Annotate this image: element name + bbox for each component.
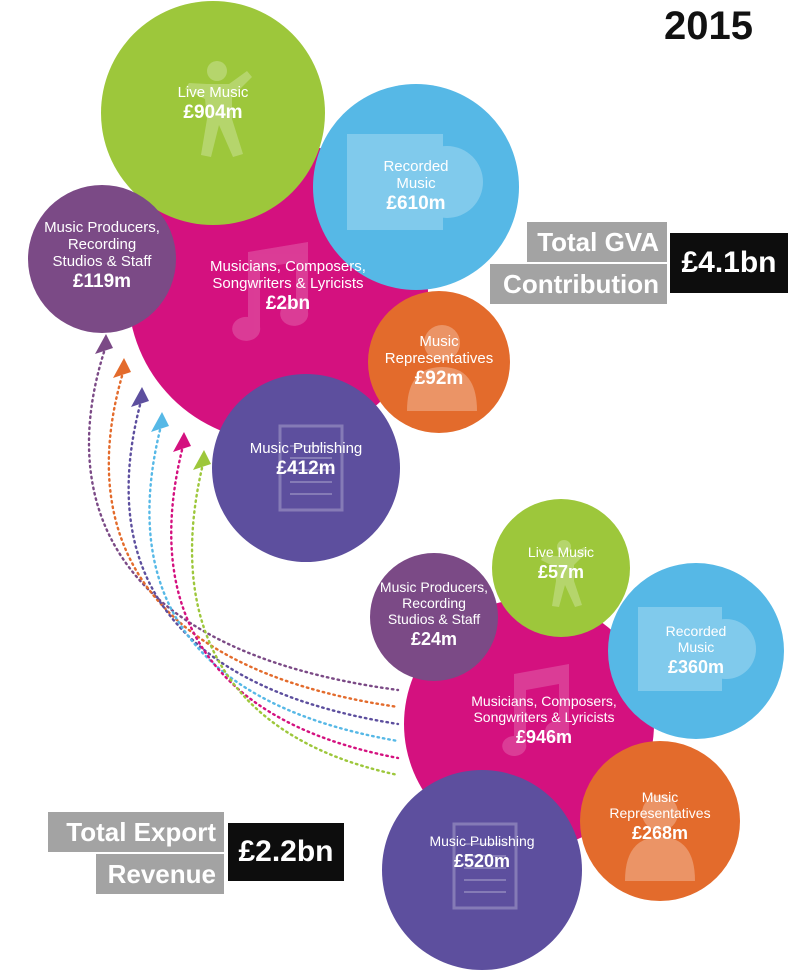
sheet-music-icon bbox=[278, 424, 344, 512]
connector-arrowhead bbox=[113, 358, 131, 378]
gva-live-music-label: Live Music bbox=[177, 83, 249, 101]
gva-producers-label: Music Producers, Recording Studios & Sta… bbox=[44, 218, 160, 270]
export-label-line1: Total Export bbox=[48, 812, 224, 852]
gva-label-line2: Contribution bbox=[490, 264, 667, 304]
connector-arcs bbox=[87, 334, 400, 777]
dancer-icon bbox=[185, 61, 252, 157]
gva-label-line1: Total GVA bbox=[527, 222, 667, 262]
year-title: 2015 bbox=[664, 4, 753, 48]
export-producers-circle: Music Producers, Recording Studios & Sta… bbox=[370, 553, 498, 681]
export-publishing-label: Music Publishing bbox=[429, 833, 535, 849]
gva-representatives-value: £92m bbox=[414, 368, 464, 389]
record-icon bbox=[638, 607, 756, 691]
gva-live-music-value: £904m bbox=[183, 101, 243, 123]
export-label-line2: Revenue bbox=[96, 854, 224, 894]
gva-representatives-label: Music Representatives bbox=[384, 333, 494, 367]
gva-musicians-value: £2bn bbox=[265, 293, 311, 314]
gva-live-music-circle: Live Music £904m bbox=[101, 1, 325, 225]
record-icon bbox=[347, 134, 483, 230]
gva-producers-value: £119m bbox=[72, 270, 132, 292]
export-recorded-music-label: Recorded Music bbox=[665, 623, 727, 655]
export-publishing-circle: Music Publishing £520m bbox=[382, 770, 582, 970]
gva-publishing-value: £412m bbox=[276, 457, 336, 479]
export-total: £2.2bn bbox=[228, 823, 344, 881]
gva-recorded-music-value: £610m bbox=[386, 193, 446, 214]
connector-arrowhead bbox=[95, 334, 113, 354]
connector-arc bbox=[127, 403, 400, 726]
export-musicians-label: Musicians, Composers, Songwriters & Lyri… bbox=[471, 693, 617, 725]
export-live-music-label: Live Music bbox=[527, 544, 595, 560]
connector-arrowhead bbox=[193, 450, 211, 470]
connector-arrowhead bbox=[151, 412, 169, 432]
gva-producers-circle: Music Producers, Recording Studios & Sta… bbox=[28, 185, 176, 333]
gva-representatives-circle: Music Representatives £92m bbox=[368, 291, 510, 433]
connector-arc bbox=[190, 466, 400, 777]
gva-publishing-circle: Music Publishing £412m bbox=[212, 374, 400, 562]
music-note-icon bbox=[502, 664, 570, 756]
gva-musicians-label: Musicians, Composers, Songwriters & Lyri… bbox=[210, 258, 366, 292]
connector-arc bbox=[87, 350, 400, 692]
connector-arrowhead bbox=[173, 432, 191, 452]
gva-publishing-label: Music Publishing bbox=[249, 439, 363, 457]
connector-arc bbox=[148, 428, 400, 743]
gva-recorded-music-label: Recorded Music bbox=[383, 158, 449, 192]
export-live-music-circle: Live Music £57m bbox=[492, 499, 630, 637]
music-note-icon bbox=[232, 242, 309, 341]
export-producers-label: Music Producers, Recording Studios & Sta… bbox=[379, 579, 489, 627]
connector-arc bbox=[107, 374, 400, 709]
export-live-music-value: £57m bbox=[537, 562, 585, 582]
export-publishing-value: £520m bbox=[453, 851, 511, 871]
export-representatives-circle: Music Representatives £268m bbox=[580, 741, 740, 901]
export-representatives-value: £268m bbox=[631, 823, 689, 843]
export-producers-value: £24m bbox=[410, 629, 458, 649]
export-representatives-label: Music Representatives bbox=[609, 789, 711, 821]
person-icon bbox=[625, 795, 695, 881]
export-recorded-music-value: £360m bbox=[667, 657, 725, 677]
gva-recorded-music-circle: Recorded Music £610m bbox=[313, 84, 519, 290]
person-icon bbox=[407, 325, 477, 411]
gva-total: £4.1bn bbox=[670, 233, 788, 293]
export-recorded-music-circle: Recorded Music £360m bbox=[608, 563, 784, 739]
connector-arc bbox=[170, 448, 400, 760]
dancer-icon bbox=[541, 540, 588, 607]
sheet-music-icon bbox=[452, 822, 518, 910]
connector-arrowhead bbox=[131, 387, 149, 407]
export-musicians-value: £946m bbox=[515, 727, 573, 747]
